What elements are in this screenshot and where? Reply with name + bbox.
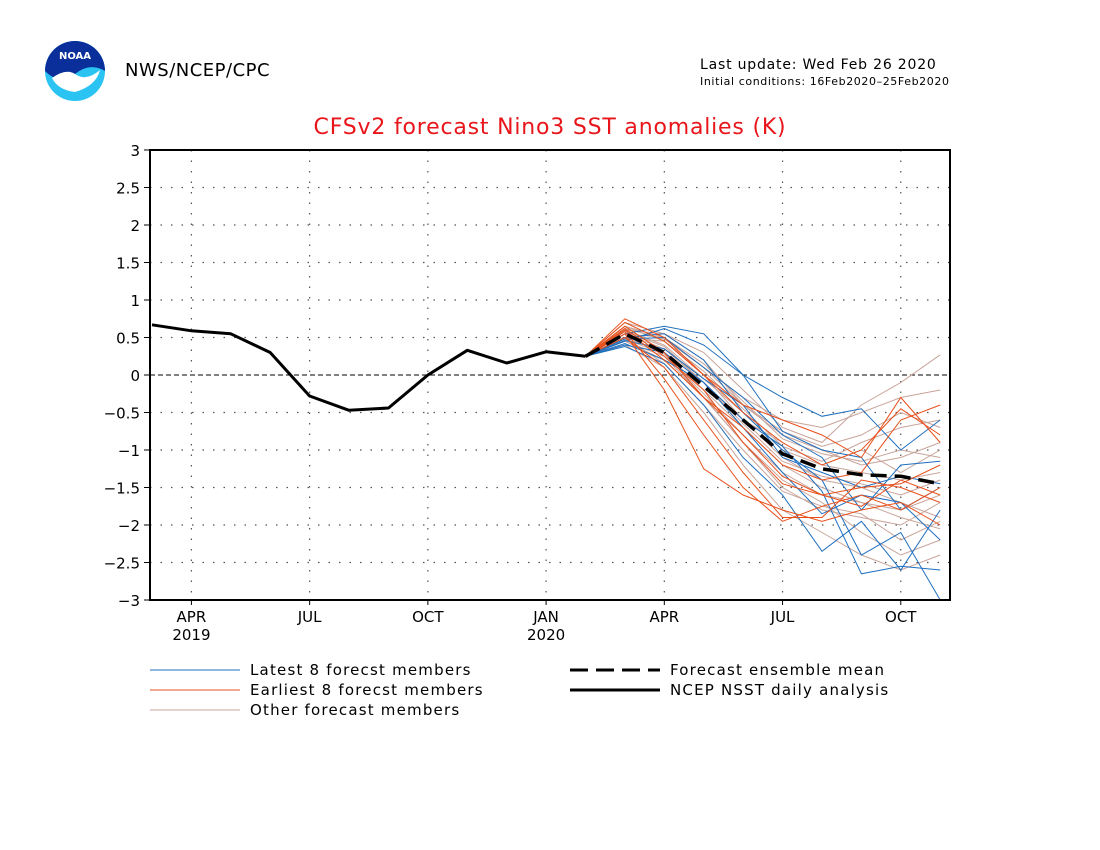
org-name: NWS/NCEP/CPC — [125, 60, 271, 81]
y-tick-label: −0.5 — [104, 405, 140, 423]
forecast-members — [585, 318, 941, 601]
x-tick-label: JUL — [297, 608, 322, 626]
ensemble-mean-line — [584, 331, 941, 486]
legend-label-latest: Latest 8 forecst members — [250, 661, 472, 679]
legend-label-earliest: Earliest 8 forecst members — [250, 681, 484, 699]
latest-member-line — [585, 345, 941, 571]
legend-label-other: Other forecast members — [250, 701, 460, 719]
other-member-line — [585, 344, 941, 571]
noaa-logo-icon: NOAA — [44, 40, 106, 102]
latest-member-line — [585, 336, 941, 511]
other-member-line — [585, 327, 941, 447]
y-tick-label: 2 — [130, 217, 140, 235]
latest-member-line — [585, 344, 941, 575]
latest-member-line — [585, 333, 941, 601]
y-tick-label: 2.5 — [116, 180, 140, 198]
x-year-label: 2020 — [527, 626, 565, 644]
y-tick-label: 3 — [130, 142, 140, 160]
latest-member-line — [585, 342, 941, 541]
legend-label-analysis: NCEP NSST daily analysis — [670, 681, 889, 699]
grid — [150, 150, 950, 600]
y-tick-label: 0 — [130, 367, 140, 385]
y-tick-label: −1 — [118, 442, 140, 460]
main-lines — [151, 323, 941, 486]
earliest-member-line — [585, 333, 941, 526]
earliest-member-line — [585, 329, 941, 507]
other-member-line — [585, 336, 941, 541]
y-tick-label: −1.5 — [104, 480, 140, 498]
axes: 32.521.510.50−0.5−1−1.5−2−2.5−3APR2019JU… — [104, 142, 918, 644]
other-member-line — [585, 338, 941, 530]
y-tick-label: 1 — [130, 292, 140, 310]
x-tick-label: OCT — [885, 608, 917, 626]
earliest-member-line — [585, 336, 941, 518]
logo-text: NOAA — [59, 51, 91, 62]
chart-title: CFSv2 forecast Nino3 SST anomalies (K) — [313, 115, 787, 140]
x-tick-label: JUL — [770, 608, 795, 626]
x-tick-label: JAN — [532, 608, 559, 626]
y-tick-label: 0.5 — [116, 330, 140, 348]
last-update: Last update: Wed Feb 26 2020 — [700, 57, 937, 73]
legend: Latest 8 forecst members Earliest 8 forec… — [150, 661, 889, 719]
x-tick-label: OCT — [412, 608, 444, 626]
x-tick-label: APR — [177, 608, 207, 626]
y-tick-label: −2.5 — [104, 555, 140, 573]
earliest-member-line — [585, 330, 941, 522]
y-tick-label: −3 — [118, 592, 140, 610]
x-year-label: 2019 — [172, 626, 210, 644]
y-tick-label: −2 — [118, 517, 140, 535]
legend-label-mean: Forecast ensemble mean — [670, 661, 885, 679]
y-tick-label: 1.5 — [116, 255, 140, 273]
analysis-line — [151, 323, 586, 412]
earliest-member-line — [585, 318, 941, 459]
other-member-line — [585, 340, 941, 556]
x-tick-label: APR — [649, 608, 679, 626]
earliest-member-line — [585, 321, 941, 466]
earliest-member-line — [585, 327, 941, 496]
earliest-member-line — [585, 325, 941, 481]
initial-conditions: Initial conditions: 16Feb2020–25Feb2020 — [700, 75, 950, 88]
